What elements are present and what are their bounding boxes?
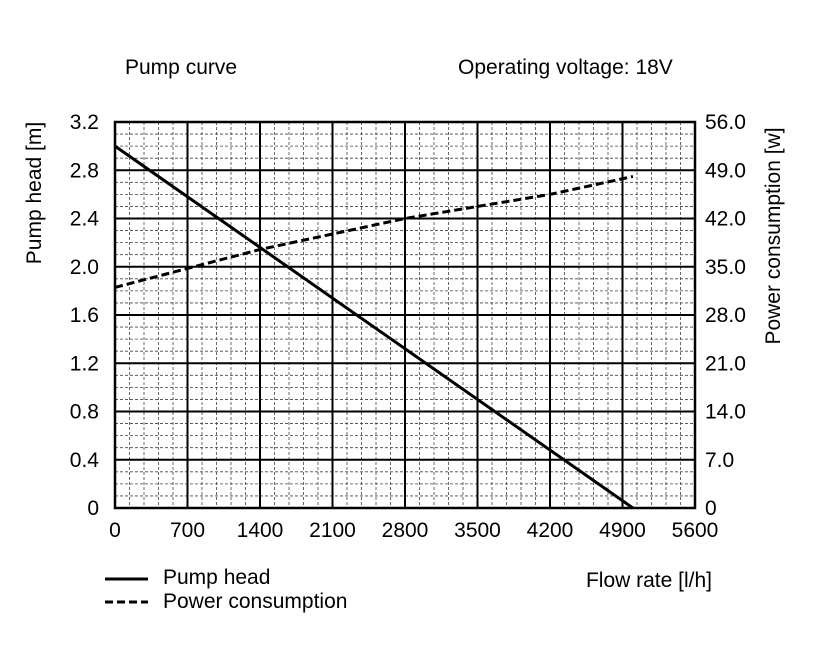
y-left-tick-label: 2.8 [70, 159, 99, 182]
y-right-tick-label: 14.0 [705, 401, 746, 424]
x-tick-label: 700 [170, 519, 205, 542]
x-axis-label: Flow rate [l/h] [586, 569, 712, 592]
y-left-tick-label: 0.8 [70, 401, 99, 424]
y-right-tick-label: 28.0 [705, 304, 746, 327]
y-left-tick-label: 1.6 [70, 304, 99, 327]
y-right-tick-label: 56.0 [705, 111, 746, 134]
series-line-pump-head [114, 144, 634, 510]
y-left-tick-label: 0 [87, 497, 99, 520]
y-right-tick-label: 49.0 [705, 159, 746, 182]
x-tick-label: 2100 [309, 519, 356, 542]
x-tick-label: 2800 [382, 519, 429, 542]
y-left-tick-label: 0.4 [70, 449, 100, 472]
x-tick-label: 1400 [237, 519, 284, 542]
x-tick-label: 0 [109, 519, 121, 542]
y-right-tick-label: 0 [705, 497, 717, 520]
y-right-tick-label: 21.0 [705, 352, 746, 375]
y-right-tick-label: 7.0 [705, 449, 734, 472]
y-axis-right-label: Power consumption [w] [762, 127, 785, 344]
legend-label-power-consumption: Power consumption [163, 590, 348, 613]
y-right-tick-label: 35.0 [705, 256, 746, 279]
x-tick-label: 3500 [454, 519, 501, 542]
series-line-power-consumption [114, 175, 634, 289]
legend-label-pump-head: Pump head [163, 566, 271, 589]
y-right-tick-label: 42.0 [705, 208, 746, 231]
y-left-tick-label: 3.2 [70, 111, 99, 134]
y-left-tick-label: 1.2 [70, 352, 99, 375]
y-axis-left-label: Pump head [m] [23, 122, 46, 264]
x-tick-label: 4900 [599, 519, 646, 542]
chart-title: Pump curve [125, 56, 238, 79]
x-tick-label: 4200 [527, 519, 574, 542]
y-left-tick-label: 2.4 [70, 208, 100, 231]
operating-voltage-label: Operating voltage: 18V [458, 56, 673, 79]
plot-frame [113, 120, 697, 510]
y-left-tick-label: 2.0 [70, 256, 99, 279]
x-tick-label: 5600 [672, 519, 719, 542]
